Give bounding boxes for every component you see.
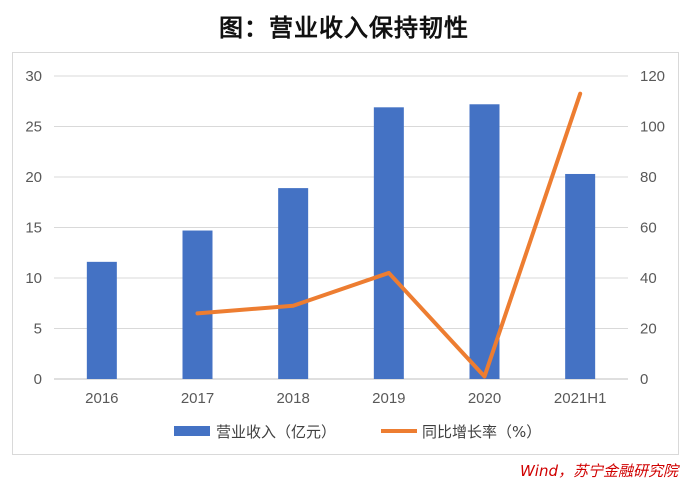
y-left-tick-label: 15 — [25, 220, 42, 237]
y-left-tick-label: 10 — [25, 270, 42, 287]
legend-label-bars: 营业收入（亿元） — [216, 423, 336, 441]
legend-label-line: 同比增长率（%） — [422, 423, 541, 441]
y-right-tick-label: 20 — [640, 321, 657, 338]
x-tick-label: 2018 — [276, 390, 309, 407]
y-right-tick-label: 0 — [640, 371, 648, 388]
y-right-tick-label: 120 — [640, 68, 665, 85]
x-tick-label: 2021H1 — [554, 390, 607, 407]
bar — [565, 173, 596, 379]
x-tick-label: 2016 — [85, 390, 118, 407]
y-left-tick-label: 30 — [25, 68, 42, 85]
source-note: Wind，苏宁金融研究院 — [519, 462, 678, 480]
chart-frame — [12, 52, 679, 455]
bar — [278, 188, 309, 379]
bar — [182, 230, 213, 379]
bar — [373, 107, 404, 379]
chart-title: 图：营业收入保持韧性 — [219, 14, 469, 42]
y-left-tick-label: 5 — [34, 321, 42, 338]
y-right-tick-label: 80 — [640, 169, 657, 186]
x-tick-label: 2019 — [372, 390, 405, 407]
bar — [469, 104, 500, 379]
x-tick-label: 2017 — [181, 390, 214, 407]
x-tick-label: 2020 — [468, 390, 501, 407]
y-left-tick-label: 25 — [25, 119, 42, 136]
y-right-tick-label: 100 — [640, 119, 665, 136]
y-right-tick-label: 40 — [640, 270, 657, 287]
y-left-tick-label: 20 — [25, 169, 42, 186]
y-right-tick-label: 60 — [640, 220, 657, 237]
y-left-tick-label: 0 — [34, 371, 42, 388]
legend-swatch-bars — [174, 426, 210, 436]
bar — [86, 261, 117, 379]
